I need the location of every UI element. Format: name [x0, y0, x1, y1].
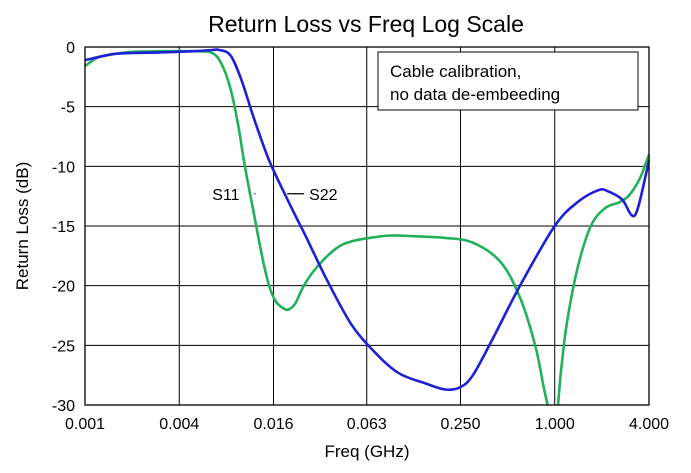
x-tick-label: 0.004 [159, 416, 199, 433]
y-axis-title: Return Loss (dB) [13, 162, 32, 291]
y-tick-label: -20 [52, 279, 75, 296]
series-line-s22 [84, 48, 651, 392]
annotation-line-1: Cable calibration, [390, 62, 521, 81]
x-tick-label: 4.000 [629, 416, 669, 433]
y-tick-label: -25 [52, 338, 75, 355]
x-tick-label: 1.000 [535, 416, 575, 433]
plot-frame [84, 46, 650, 406]
annotation-box: Cable calibration, no data de-embeeding [377, 51, 639, 111]
y-tick-label: 0 [66, 40, 75, 57]
series-line-s11-upper-branch [556, 153, 651, 406]
y-tick-label: -10 [52, 159, 75, 176]
x-axis-title: Freq (GHz) [325, 442, 410, 461]
annotation-frame [377, 51, 639, 111]
series-label-s11: S11 [212, 187, 239, 204]
y-tick-label: -5 [61, 100, 75, 117]
y-tick-label: -30 [52, 398, 75, 415]
x-tick-label: 0.001 [65, 416, 105, 433]
x-tick-label: 0.016 [254, 416, 294, 433]
x-tick-label: 0.250 [440, 416, 480, 433]
plot-area [84, 48, 651, 406]
axis-ticks: 0.001 0.004 0.016 0.063 0.250 1.000 4.000 0 -5 -1… [52, 40, 669, 433]
y-tick-label: -15 [52, 219, 75, 236]
x-tick-label: 0.063 [347, 416, 387, 433]
series-label-s22: S22 [309, 187, 338, 204]
chart-title: Return Loss vs Freq Log Scale [208, 11, 524, 37]
annotation-line-2: no data de-embeeding [390, 85, 560, 104]
